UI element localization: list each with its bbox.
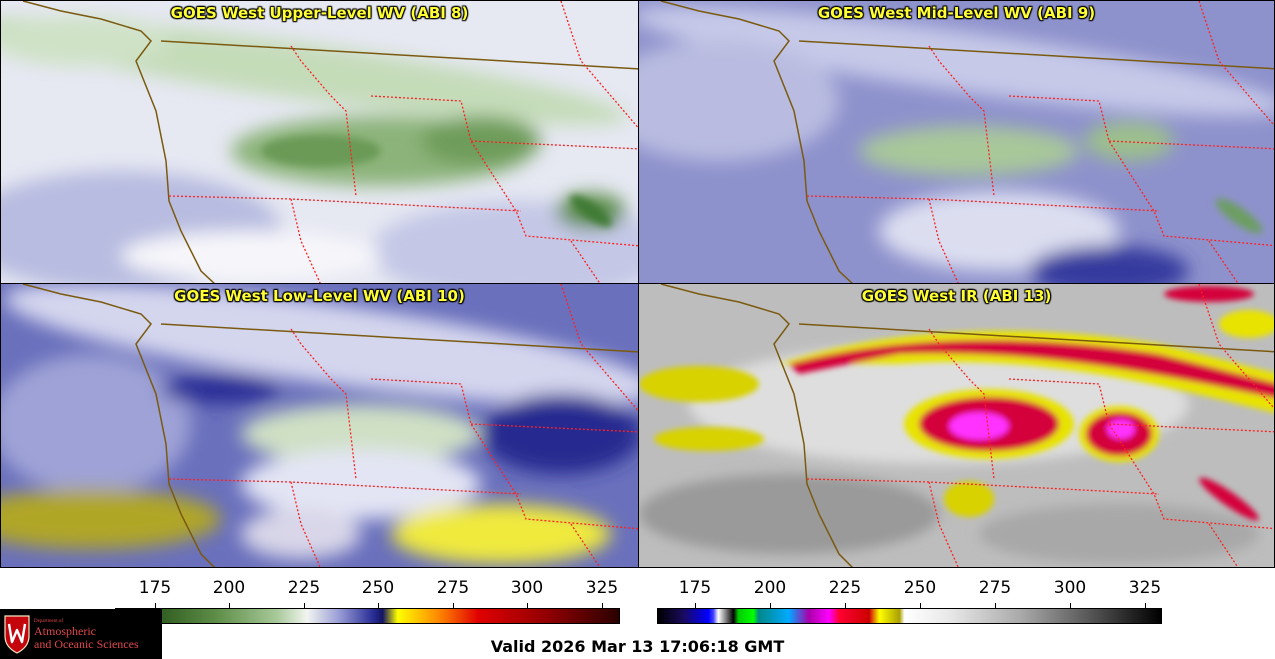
uw-crest-icon [4, 615, 30, 654]
tick-mark [1145, 603, 1146, 608]
tick-label: 275 [978, 578, 1012, 598]
panel-title: GOES West Mid-Level WV (ABI 9) [817, 4, 1096, 22]
upper-level-wv-map [1, 1, 638, 283]
tick-label: 175 [678, 578, 712, 598]
tick-mark [378, 603, 379, 608]
tick-mark [770, 603, 771, 608]
low-level-wv-panel: GOES West Low-Level WV (ABI 10) [0, 283, 639, 568]
tick-label: 275 [436, 578, 470, 598]
upper-level-wv-panel: GOES West Upper-Level WV (ABI 8) [0, 0, 639, 284]
tick-label: 200 [753, 578, 787, 598]
panel-title: GOES West Upper-Level WV (ABI 8) [170, 4, 469, 22]
tick-label: 225 [287, 578, 321, 598]
tick-mark [1070, 603, 1071, 608]
tick-label: 325 [1128, 578, 1162, 598]
tick-mark [229, 603, 230, 608]
tick-mark [155, 603, 156, 608]
mid-level-wv-map [639, 1, 1274, 283]
tick-mark [920, 603, 921, 608]
tick-mark [527, 603, 528, 608]
ir-colorbar [657, 608, 1162, 624]
mid-level-wv-panel: GOES West Mid-Level WV (ABI 9) [638, 0, 1275, 284]
tick-mark [453, 603, 454, 608]
logo-line-2: Atmospheric and Oceanic Sciences [34, 624, 139, 651]
panel-title: GOES West IR (ABI 13) [861, 287, 1052, 305]
tick-mark [845, 603, 846, 608]
tick-label: 300 [510, 578, 544, 598]
tick-label: 200 [212, 578, 246, 598]
ir-panel: GOES West IR (ABI 13) [638, 283, 1275, 568]
low-level-wv-map [1, 284, 638, 567]
tick-label: 300 [1053, 578, 1087, 598]
uw-aos-logo: Department of Atmospheric and Oceanic Sci… [0, 609, 162, 659]
logo-line-1: Department of [34, 619, 64, 624]
valid-time: Valid 2026 Mar 13 17:06:18 GMT [490, 637, 785, 656]
tick-label: 325 [585, 578, 619, 598]
tick-label: 250 [903, 578, 937, 598]
tick-label: 225 [828, 578, 862, 598]
tick-mark [695, 603, 696, 608]
ir-map [639, 284, 1274, 567]
panel-title: GOES West Low-Level WV (ABI 10) [174, 287, 465, 305]
wv-colorbar [115, 608, 620, 624]
tick-label: 250 [361, 578, 395, 598]
tick-mark [304, 603, 305, 608]
state-borders [168, 1, 638, 283]
tick-mark [602, 603, 603, 608]
coastline [22, 1, 638, 283]
tick-mark [995, 603, 996, 608]
tick-label: 175 [138, 578, 172, 598]
